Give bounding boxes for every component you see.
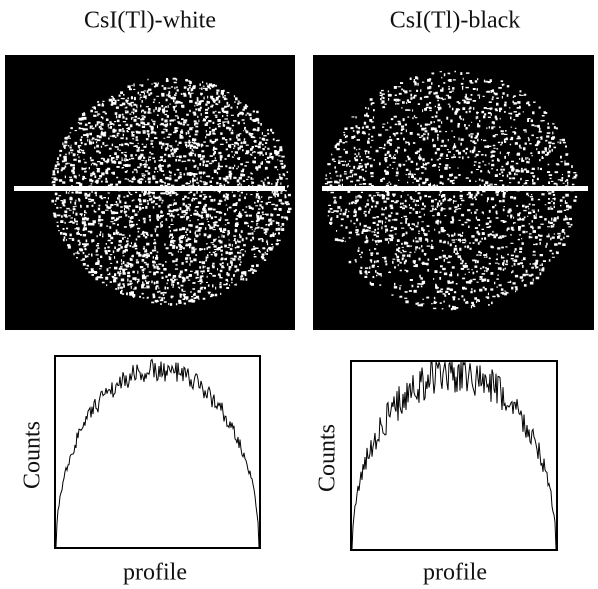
profile-curve xyxy=(351,360,557,550)
plot-frame xyxy=(54,355,261,549)
profile-curve xyxy=(55,358,260,548)
plot-frame xyxy=(350,360,558,551)
speckle xyxy=(50,77,292,306)
panel-title: CsI(Tl)-black xyxy=(390,8,521,34)
profile-line xyxy=(14,186,285,191)
speckle-dots xyxy=(50,77,292,306)
y-axis-label: Counts xyxy=(315,424,341,492)
x-axis-label: profile xyxy=(123,560,187,586)
profile-line xyxy=(322,186,588,191)
y-axis-label: Counts xyxy=(20,421,46,489)
panel-title: CsI(Tl)-white xyxy=(84,8,216,34)
x-axis-label: profile xyxy=(423,560,487,586)
image-right xyxy=(313,55,594,330)
